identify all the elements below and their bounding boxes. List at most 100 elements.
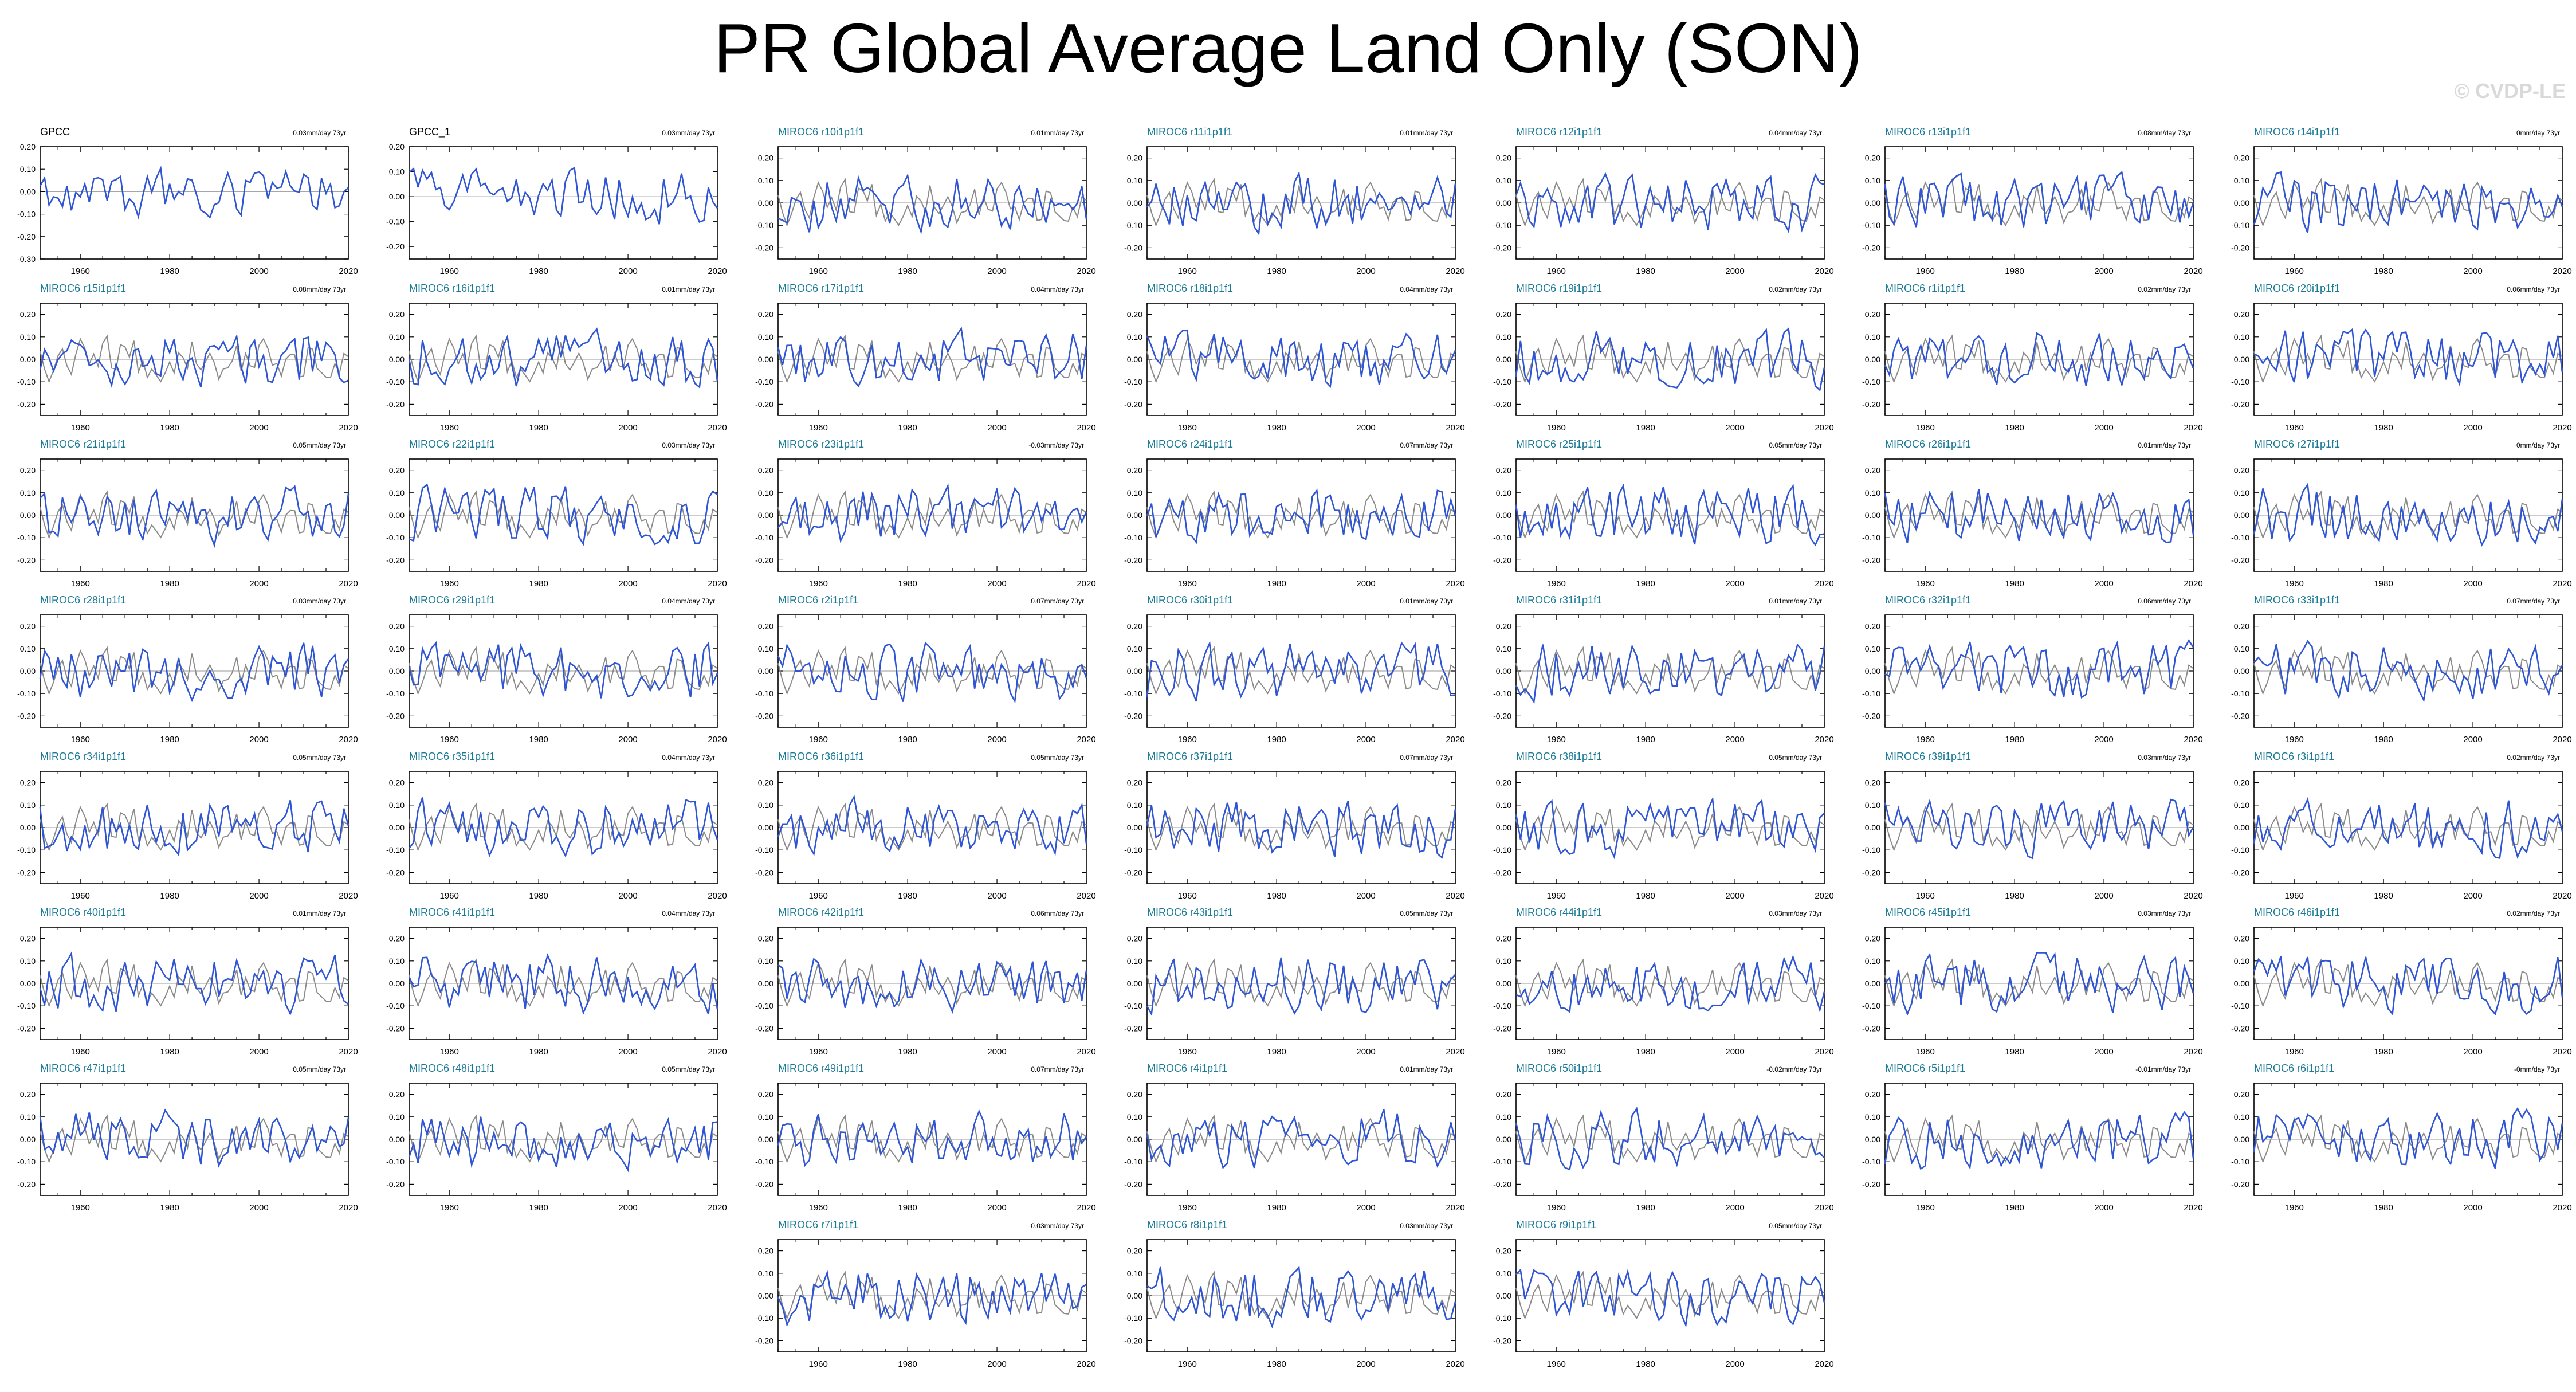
panel-trend: 0.03mm/day 73yr — [2138, 754, 2191, 762]
panel-title: MIROC6 r18i1p1f1 — [1147, 283, 1233, 294]
y-tick-label: 0.10 — [1496, 956, 1511, 966]
y-tick-label: -0.20 — [1862, 399, 1880, 409]
panel-44: MIROC6 r49i1p1f1 0.07mm/day 73yr 0.20 0.10 0… — [755, 1062, 1096, 1213]
model-series-line — [1884, 332, 2194, 386]
x-tick-label: 2000 — [987, 1203, 1006, 1213]
panel-title: MIROC6 r50i1p1f1 — [1516, 1062, 1602, 1074]
panel-trend: 0.08mm/day 73yr — [2138, 129, 2191, 137]
y-tick-label: -0.10 — [755, 377, 773, 386]
panel-27: MIROC6 r33i1p1f1 0.07mm/day 73yr 0.20 0.10 0… — [2231, 594, 2572, 744]
panel-8: MIROC6 r16i1p1f1 0.01mm/day 73yr 0.20 0.10 0… — [386, 283, 727, 433]
panel-trend: 0.03mm/day 73yr — [293, 129, 346, 137]
x-tick-label: 1980 — [160, 423, 179, 433]
panel-title: MIROC6 r44i1p1f1 — [1516, 907, 1602, 918]
y-tick-label: -0.20 — [2231, 399, 2249, 409]
x-tick-label: 2020 — [2553, 1047, 2571, 1057]
x-tick-label: 1980 — [898, 1359, 917, 1369]
x-tick-label: 1980 — [2374, 1047, 2393, 1057]
x-tick-label: 2000 — [987, 1359, 1006, 1369]
x-tick-label: 1980 — [898, 735, 917, 744]
y-tick-label: -0.10 — [1493, 1001, 1511, 1010]
y-tick-label: 0.00 — [1865, 979, 1880, 988]
model-series-line — [777, 483, 1087, 543]
x-tick-label: 1980 — [1267, 1047, 1286, 1057]
x-tick-label: 2000 — [2463, 1047, 2482, 1057]
y-tick-label: -0.20 — [386, 242, 405, 251]
y-tick-label: -0.10 — [1124, 1313, 1142, 1323]
y-tick-label: -0.20 — [1862, 868, 1880, 877]
y-tick-label: -0.10 — [755, 533, 773, 542]
x-tick-label: 2000 — [2463, 579, 2482, 589]
model-series-line — [1884, 638, 2194, 699]
y-tick-label: -0.20 — [386, 399, 405, 409]
y-tick-label: 0.00 — [389, 1135, 405, 1144]
y-tick-label: 0.00 — [20, 666, 36, 676]
y-tick-label: 0.00 — [1127, 666, 1142, 676]
panel-trend: 0.06mm/day 73yr — [2507, 285, 2560, 293]
model-series-line — [408, 1116, 718, 1173]
y-tick-label: 0.00 — [1496, 823, 1511, 832]
x-tick-label: 2020 — [2553, 735, 2571, 744]
panel-trend: 0.05mm/day 73yr — [1031, 754, 1084, 762]
panel-title: MIROC6 r11i1p1f1 — [1147, 126, 1232, 138]
x-tick-label: 1980 — [529, 266, 548, 276]
y-tick-label: 0.10 — [1496, 1112, 1511, 1122]
x-tick-label: 1960 — [1177, 891, 1196, 901]
obs-series-line — [1146, 178, 1456, 227]
y-tick-label: 0.00 — [758, 355, 773, 364]
x-tick-label: 1960 — [1915, 735, 1934, 744]
panel-title: GPCC — [40, 126, 70, 138]
x-tick-label: 1960 — [1177, 579, 1196, 589]
y-tick-label: 0.20 — [20, 1090, 36, 1099]
x-tick-label: 2000 — [618, 735, 637, 744]
x-tick-label: 2020 — [1446, 266, 1464, 276]
y-tick-label: 0.10 — [2234, 176, 2249, 185]
x-tick-label: 1960 — [439, 266, 458, 276]
panel-title: MIROC6 r10i1p1f1 — [778, 126, 864, 138]
x-tick-label: 2020 — [1815, 1203, 1833, 1213]
x-tick-label: 2000 — [2463, 423, 2482, 433]
y-tick-label: 0.10 — [758, 332, 773, 342]
obs-series-line — [409, 490, 718, 539]
panel-title: MIROC6 r39i1p1f1 — [1885, 751, 1971, 762]
y-tick-label: 0.10 — [20, 488, 36, 497]
x-tick-label: 1960 — [439, 1203, 458, 1213]
panel-25: MIROC6 r31i1p1f1 0.01mm/day 73yr 0.20 0.10 0… — [1493, 594, 1834, 744]
x-tick-label: 1980 — [898, 579, 917, 589]
panel-trend: 0.01mm/day 73yr — [2138, 441, 2191, 449]
y-tick-label: -0.20 — [2231, 555, 2249, 564]
x-tick-label: 2020 — [2184, 579, 2202, 589]
obs-series-line — [1884, 334, 2194, 383]
panel-title: MIROC6 r37i1p1f1 — [1147, 751, 1233, 762]
model-series-line — [1146, 801, 1456, 859]
x-tick-label: 1960 — [1546, 579, 1565, 589]
panel-trend: 0mm/day 73yr — [2516, 441, 2560, 449]
panel-trend: 0.07mm/day 73yr — [1400, 754, 1453, 762]
panel-49: MIROC6 r7i1p1f1 0.03mm/day 73yr 0.20 0.10 0.… — [755, 1219, 1096, 1369]
y-tick-label: 0.00 — [1496, 355, 1511, 364]
x-tick-label: 1980 — [2374, 735, 2393, 744]
panel-title: MIROC6 r45i1p1f1 — [1885, 907, 1971, 918]
panel-title: MIROC6 r21i1p1f1 — [40, 438, 126, 450]
panel-37: MIROC6 r42i1p1f1 0.06mm/day 73yr 0.20 0.10 0… — [755, 907, 1096, 1057]
obs-series-line — [1515, 334, 1825, 383]
model-series-line — [777, 641, 1087, 704]
x-tick-label: 2000 — [987, 891, 1006, 901]
y-tick-label: 0.00 — [1496, 198, 1511, 207]
panel-title: MIROC6 r33i1p1f1 — [2254, 594, 2340, 606]
x-tick-label: 1980 — [2374, 1203, 2393, 1213]
x-tick-label: 2020 — [708, 1203, 727, 1213]
panel-11: MIROC6 r19i1p1f1 0.02mm/day 73yr 0.20 0.10 0… — [1493, 283, 1834, 433]
x-tick-label: 1960 — [1177, 1203, 1196, 1213]
x-tick-label: 1980 — [898, 423, 917, 433]
y-tick-label: 0.10 — [2234, 332, 2249, 342]
y-tick-label: 0.20 — [758, 1246, 773, 1256]
y-tick-label: 0.10 — [758, 1269, 773, 1278]
y-tick-label: 0.20 — [389, 466, 405, 475]
x-tick-label: 1960 — [1915, 579, 1934, 589]
x-tick-label: 1980 — [529, 735, 548, 744]
x-tick-label: 2000 — [2094, 423, 2113, 433]
panel-51: MIROC6 r9i1p1f1 0.05mm/day 73yr 0.20 0.10 0.… — [1493, 1219, 1834, 1369]
y-tick-label: 0.10 — [20, 644, 36, 653]
x-tick-label: 2000 — [618, 579, 637, 589]
